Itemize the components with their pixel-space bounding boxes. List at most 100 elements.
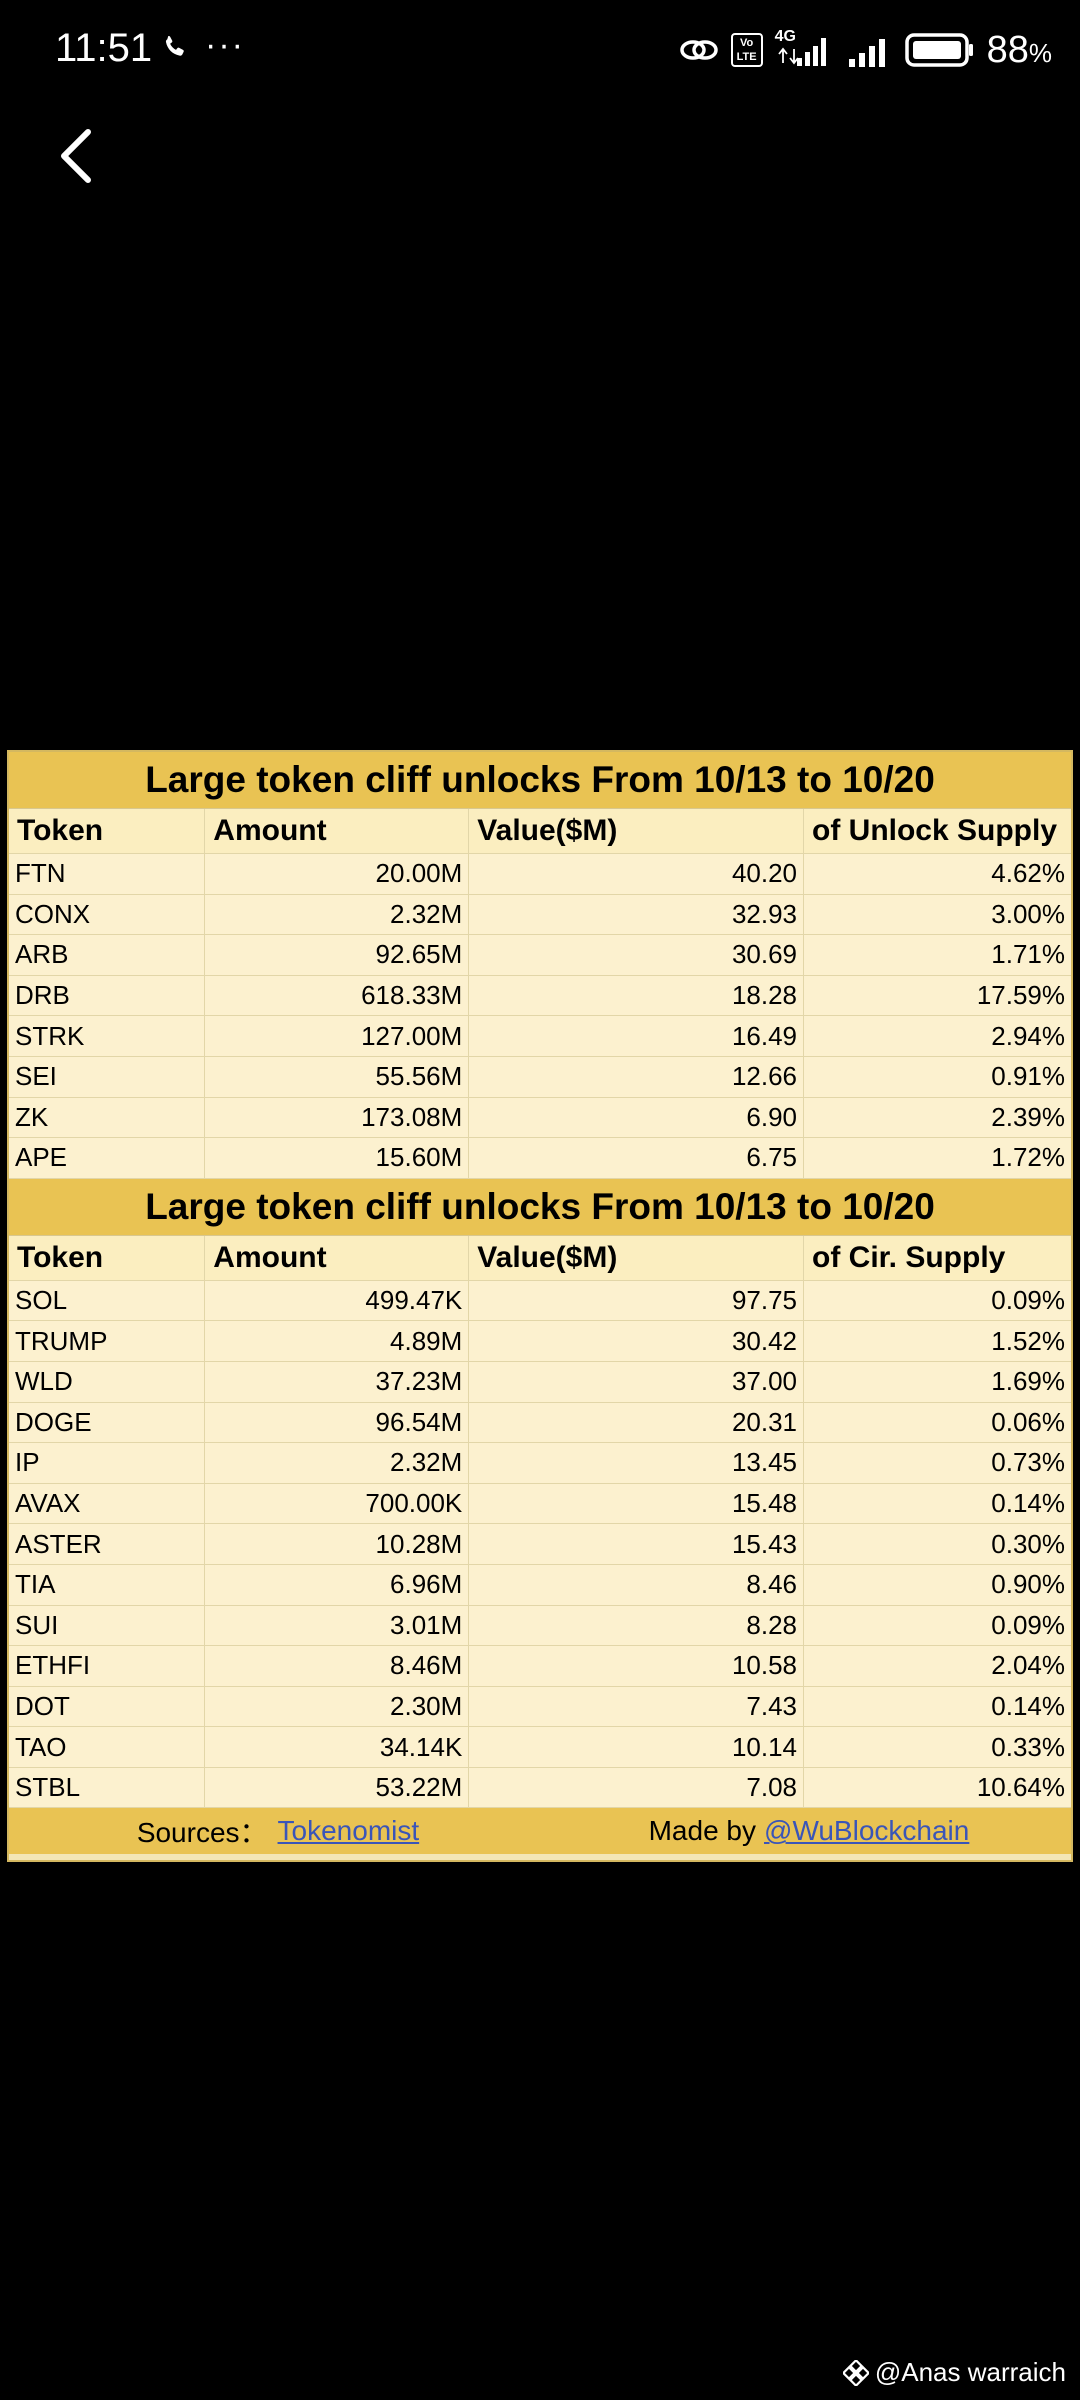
cell-value: 10.14: [469, 1727, 805, 1767]
cell-amount: 20.00M: [205, 854, 470, 894]
cell-supply: 0.09%: [991, 1609, 1065, 1640]
table1-title: Large token cliff unlocks From 10/13 to …: [9, 752, 1071, 809]
status-bar: 11:51 ··· Vo LTE 4G: [0, 0, 1080, 100]
cell-value: 30.69: [469, 935, 805, 975]
cell-value: 97.75: [469, 1280, 805, 1321]
col-header-supply: of Cir. Supply: [812, 1240, 1006, 1274]
cell-value: 40.20: [469, 854, 805, 894]
cell-token: WLD: [9, 1361, 206, 1402]
cell-value: 10.58: [469, 1646, 805, 1686]
table-row: ARB 92.65M 30.69 1.71%: [9, 935, 1071, 976]
table1-header-row: Token Amount Value($M) of Unlock Supply: [9, 809, 1071, 854]
cell-value: 32.93: [469, 894, 805, 935]
cell-value: 37.00: [469, 1361, 805, 1402]
cell-amount: 92.65M: [205, 935, 470, 975]
table-row: SOL 499.47K 97.75 0.09%: [9, 1280, 1071, 1322]
battery-percentage: 88%: [986, 28, 1052, 71]
cell-amount: 127.00M: [205, 1016, 470, 1056]
cell-token: FTN: [9, 854, 206, 894]
cell-token: STBL: [9, 1767, 206, 1808]
watermark: @Anas warraich: [842, 2357, 1066, 2388]
status-time: 11:51: [55, 26, 153, 70]
table-row: AVAX 700.00K 15.48 0.14%: [9, 1483, 1071, 1525]
cell-supply: 2.39%: [991, 1101, 1065, 1132]
table-row: TRUMP 4.89M 30.42 1.52%: [9, 1321, 1071, 1362]
link-icon: [679, 40, 718, 60]
table-row: SEI 55.56M 12.66 0.91%: [9, 1056, 1071, 1098]
more-dots-icon: ···: [205, 26, 245, 64]
cell-amount: 37.23M: [205, 1361, 470, 1402]
table-row: DOT 2.30M 7.43 0.14%: [9, 1686, 1071, 1728]
cell-supply: 17.59%: [976, 980, 1065, 1011]
cell-token: ARB: [9, 935, 206, 975]
cell-amount: 618.33M: [205, 975, 470, 1016]
made-by: Made by @WuBlockchain: [547, 1815, 1071, 1847]
cell-supply: 1.72%: [991, 1142, 1065, 1173]
cell-token: STRK: [9, 1016, 206, 1056]
table-row: CONX 2.32M 32.93 3.00%: [9, 894, 1071, 936]
cell-supply: 0.14%: [991, 1690, 1065, 1721]
col-header-value: Value($M): [469, 809, 804, 853]
cell-amount: 96.54M: [205, 1402, 470, 1443]
made-by-label: Made by: [648, 1815, 757, 1847]
cell-value: 7.08: [469, 1767, 805, 1808]
sources-label: Sources：: [136, 1817, 268, 1849]
cell-token: ASTER: [9, 1524, 206, 1564]
cell-token: DRB: [9, 975, 206, 1016]
cell-supply: 1.69%: [991, 1366, 1065, 1397]
signal-bars-icon: [848, 39, 885, 67]
cell-value: 8.46: [469, 1564, 805, 1605]
cell-token: DOGE: [9, 1402, 206, 1443]
cell-supply: 0.91%: [991, 1061, 1065, 1092]
cell-value: 15.48: [469, 1483, 805, 1524]
cell-token: ZK: [9, 1097, 206, 1138]
cell-amount: 700.00K: [205, 1483, 470, 1524]
cell-token: CONX: [9, 894, 206, 935]
cell-supply: 1.71%: [991, 939, 1065, 970]
table2-body: SOL 499.47K 97.75 0.09% TRUMP 4.89M 30.42 1.52%…: [9, 1280, 1071, 1809]
binance-icon: [842, 2359, 869, 2386]
cell-supply: 2.04%: [991, 1650, 1065, 1681]
table-row: DOGE 96.54M 20.31 0.06%: [9, 1402, 1071, 1444]
cell-amount: 34.14K: [205, 1727, 470, 1767]
cell-amount: 173.08M: [205, 1097, 470, 1138]
token-unlock-table-image: Large token cliff unlocks From 10/13 to …: [7, 750, 1073, 1862]
cell-value: 12.66: [469, 1056, 805, 1097]
table-row: TAO 34.14K 10.14 0.33%: [9, 1727, 1071, 1768]
table-row: ASTER 10.28M 15.43 0.30%: [9, 1524, 1071, 1565]
cell-supply: 0.14%: [991, 1488, 1065, 1519]
cell-amount: 15.60M: [205, 1138, 470, 1178]
cell-amount: 2.32M: [205, 1443, 470, 1483]
cell-token: SOL: [9, 1280, 206, 1321]
cell-token: TIA: [9, 1564, 206, 1605]
cell-amount: 53.22M: [205, 1767, 470, 1808]
col-header-amount: Amount: [205, 809, 470, 853]
table-row: ZK 173.08M 6.90 2.39%: [9, 1097, 1071, 1139]
cell-token: SEI: [9, 1056, 206, 1097]
cell-supply: 4.62%: [991, 858, 1065, 889]
cell-token: APE: [9, 1138, 206, 1178]
table-row: FTN 20.00M 40.20 4.62%: [9, 854, 1071, 895]
table-row: TIA 6.96M 8.46 0.90%: [9, 1564, 1071, 1606]
cell-value: 30.42: [469, 1321, 805, 1361]
cell-amount: 4.89M: [205, 1321, 470, 1361]
cell-token: TAO: [9, 1727, 206, 1767]
sources: Sources： Tokenomist: [9, 1811, 547, 1851]
col-header-supply: of Unlock Supply: [812, 814, 1058, 847]
table-row: APE 15.60M 6.75 1.72%: [9, 1138, 1071, 1179]
cell-value: 16.49: [469, 1016, 805, 1056]
cell-amount: 3.01M: [205, 1605, 470, 1646]
cell-token: AVAX: [9, 1483, 206, 1524]
cell-supply: 1.52%: [991, 1325, 1065, 1356]
made-by-link: @WuBlockchain: [764, 1815, 970, 1847]
cell-value: 18.28: [469, 975, 805, 1016]
cell-value: 8.28: [469, 1605, 805, 1646]
table2-header-row: Token Amount Value($M) of Cir. Supply: [9, 1235, 1071, 1281]
table-row: SUI 3.01M 8.28 0.09%: [9, 1605, 1071, 1647]
cell-supply: 0.30%: [991, 1528, 1065, 1559]
back-arrow-icon[interactable]: [48, 120, 108, 190]
cell-value: 6.90: [469, 1097, 805, 1138]
status-icons: Vo LTE 4G 88%: [679, 28, 1052, 72]
watermark-text: @Anas warraich: [874, 2357, 1066, 2387]
volte-icon: Vo LTE: [730, 33, 763, 67]
